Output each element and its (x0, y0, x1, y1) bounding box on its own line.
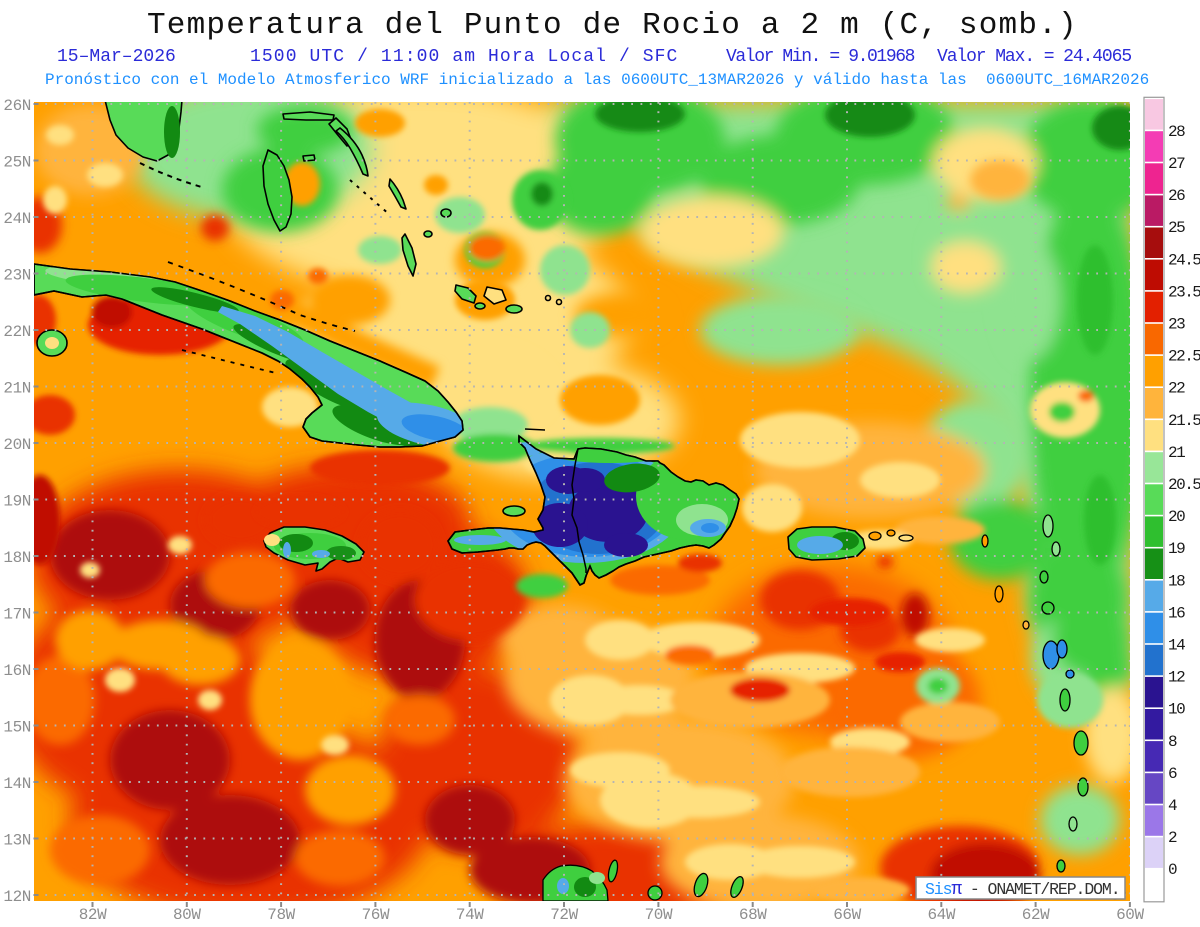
svg-text:28: 28 (1168, 123, 1185, 141)
svg-text:64W: 64W (927, 906, 955, 924)
svg-text:16: 16 (1168, 604, 1185, 622)
svg-text:21.5: 21.5 (1168, 412, 1200, 430)
svg-text:24N: 24N (3, 210, 31, 228)
svg-text:Sisπ - ONAMET/REP.DOM.: Sisπ - ONAMET/REP.DOM. (925, 880, 1120, 900)
svg-text:66W: 66W (833, 906, 861, 924)
svg-text:23: 23 (1168, 316, 1185, 334)
svg-text:20.5: 20.5 (1168, 476, 1200, 494)
svg-text:23.5: 23.5 (1168, 283, 1200, 301)
svg-text:22N: 22N (3, 323, 31, 341)
svg-text:21: 21 (1168, 444, 1185, 462)
svg-text:21N: 21N (3, 380, 31, 398)
svg-text:19N: 19N (3, 493, 31, 511)
svg-text:70W: 70W (645, 906, 673, 924)
svg-text:72W: 72W (550, 906, 578, 924)
svg-text:15N: 15N (3, 719, 31, 737)
svg-text:19: 19 (1168, 540, 1185, 558)
svg-text:18: 18 (1168, 572, 1185, 590)
svg-text:10: 10 (1168, 701, 1185, 719)
svg-text:17N: 17N (3, 606, 31, 624)
svg-text:6: 6 (1168, 765, 1177, 783)
svg-text:74W: 74W (456, 906, 484, 924)
svg-text:60W: 60W (1116, 906, 1144, 924)
svg-text:24.5: 24.5 (1168, 251, 1200, 269)
svg-text:26N: 26N (3, 97, 31, 115)
svg-text:27: 27 (1168, 155, 1185, 173)
svg-text:4: 4 (1168, 797, 1177, 815)
svg-text:14: 14 (1168, 637, 1185, 655)
svg-text:23N: 23N (3, 267, 31, 285)
svg-text:20N: 20N (3, 436, 31, 454)
svg-text:12: 12 (1168, 669, 1185, 687)
svg-text:22.5: 22.5 (1168, 348, 1200, 366)
svg-text:80W: 80W (173, 906, 201, 924)
svg-text:78W: 78W (267, 906, 295, 924)
svg-text:76W: 76W (362, 906, 390, 924)
svg-text:25N: 25N (3, 154, 31, 172)
svg-text:14N: 14N (3, 775, 31, 793)
svg-text:68W: 68W (739, 906, 767, 924)
svg-text:82W: 82W (79, 906, 107, 924)
svg-text:2: 2 (1168, 829, 1177, 847)
svg-text:0: 0 (1168, 861, 1177, 879)
svg-text:16N: 16N (3, 662, 31, 680)
svg-text:26: 26 (1168, 187, 1185, 205)
svg-text:25: 25 (1168, 219, 1185, 237)
svg-text:8: 8 (1168, 733, 1177, 751)
svg-text:13N: 13N (3, 832, 31, 850)
svg-text:12N: 12N (3, 888, 31, 906)
svg-text:22: 22 (1168, 380, 1185, 398)
svg-text:20: 20 (1168, 508, 1185, 526)
svg-text:18N: 18N (3, 549, 31, 567)
svg-text:62W: 62W (1022, 906, 1050, 924)
